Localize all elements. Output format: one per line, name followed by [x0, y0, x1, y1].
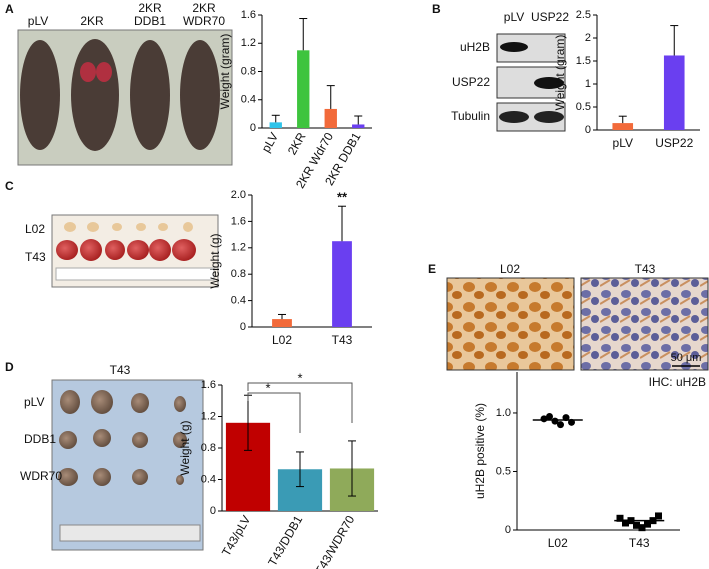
- blot-row: Tubulin: [451, 109, 490, 123]
- significance: *: [297, 370, 302, 385]
- photo-label: WDR70: [183, 14, 225, 28]
- y-axis-title: Weight (g): [208, 233, 222, 288]
- y-tick-label: 1.6: [231, 215, 246, 227]
- bar: [352, 124, 365, 128]
- y-tick-label: 0: [210, 505, 216, 517]
- x-tick-label: pLV: [613, 136, 633, 150]
- y-axis-title: uH2B positive (%): [473, 403, 487, 499]
- y-tick-label: 0.5: [496, 465, 511, 477]
- bar: [269, 122, 282, 128]
- photo-label: WDR70: [20, 469, 62, 483]
- image-label: L02: [500, 262, 520, 276]
- bar: [272, 319, 292, 327]
- blot-column: USP22: [531, 10, 569, 24]
- point: [622, 519, 629, 527]
- y-tick-label: 0.8: [241, 65, 256, 77]
- y-axis-title: Weight (gram): [553, 35, 567, 111]
- significance: **: [337, 190, 348, 205]
- bar: [612, 123, 634, 130]
- photo-label: 2KR: [80, 14, 104, 28]
- bar: [297, 50, 310, 128]
- y-tick-label: 2: [585, 32, 591, 44]
- panel-label: D: [5, 360, 14, 374]
- y-tick-label: 0: [240, 321, 246, 333]
- tumors: [64, 222, 193, 232]
- x-tick-label: T43: [629, 536, 650, 550]
- image-label: T43: [635, 262, 656, 276]
- photo-label: L02: [25, 222, 45, 236]
- x-tick-label: L02: [272, 333, 292, 347]
- tumors: [56, 239, 196, 261]
- significance: *: [265, 380, 270, 395]
- y-tick-label: 1.2: [231, 242, 246, 254]
- y-tick-label: 1.6: [241, 9, 256, 21]
- photo-label: T43: [25, 250, 46, 264]
- panel-label: A: [5, 2, 14, 16]
- ihc-image: [580, 277, 709, 371]
- y-tick-label: 0.4: [201, 473, 216, 485]
- bar: [324, 108, 337, 128]
- blot-row: uH2B: [460, 40, 490, 54]
- ihc-image: [446, 277, 575, 371]
- y-tick-label: 0.8: [201, 442, 216, 454]
- panel-label: E: [428, 262, 436, 276]
- y-tick-label: 0: [250, 122, 256, 134]
- y-axis-title: Weight (gram): [218, 34, 232, 110]
- photo-label: 2KR: [138, 1, 162, 15]
- scale-bar: 50 μm: [671, 352, 702, 364]
- x-tick-label: T43/WDR70: [312, 513, 357, 569]
- point: [638, 524, 646, 532]
- bracket: [247, 382, 353, 423]
- y-tick-label: 0.4: [231, 295, 246, 307]
- x-tick-label: T43/pLV: [219, 513, 253, 559]
- western-blot: [496, 33, 566, 132]
- y-tick-label: 0: [585, 124, 591, 136]
- y-tick-label: 2.5: [576, 9, 591, 21]
- y-tick-label: 2.0: [231, 189, 246, 201]
- x-tick-label: T43/DDB1: [265, 513, 305, 569]
- blot-column: pLV: [504, 10, 524, 24]
- y-tick-label: 0.8: [231, 268, 246, 280]
- point: [546, 412, 553, 420]
- x-tick-label: L02: [548, 536, 568, 550]
- photo-label: pLV: [28, 14, 48, 28]
- point: [616, 514, 624, 522]
- photo-label: DDB1: [24, 432, 56, 446]
- bar: [663, 55, 685, 131]
- y-tick-label: 0.4: [241, 94, 256, 106]
- bracket: [247, 392, 301, 433]
- y-tick-label: 1.2: [241, 37, 256, 49]
- y-tick-label: 1.2: [201, 410, 216, 422]
- photo-label: DDB1: [134, 14, 166, 28]
- point: [644, 520, 651, 528]
- point: [633, 521, 640, 529]
- caption: IHC: uH2B: [649, 375, 706, 389]
- tumors: [58, 390, 187, 486]
- photo-label: pLV: [24, 395, 44, 409]
- panel-label: B: [432, 2, 441, 16]
- blot-row: USP22: [452, 75, 490, 89]
- y-tick-label: 1: [585, 78, 591, 90]
- y-tick-label: 1.6: [201, 379, 216, 391]
- x-tick-label: T43: [332, 333, 353, 347]
- point: [557, 421, 564, 429]
- x-tick-label: USP22: [655, 136, 693, 150]
- y-tick-label: 0: [505, 524, 511, 536]
- photo-label: 2KR: [192, 1, 216, 15]
- bar: [332, 241, 352, 327]
- y-axis-title: Weight (g): [178, 420, 192, 475]
- panel-label: C: [5, 179, 14, 193]
- y-tick-label: 1.0: [496, 407, 511, 419]
- x-tick-label: pLV: [259, 130, 281, 155]
- y-tick-label: 1.5: [576, 55, 591, 67]
- x-tick-label: 2KR: [285, 130, 309, 158]
- photo-title: T43: [110, 363, 131, 377]
- point: [655, 512, 662, 520]
- y-tick-label: 0.5: [576, 101, 591, 113]
